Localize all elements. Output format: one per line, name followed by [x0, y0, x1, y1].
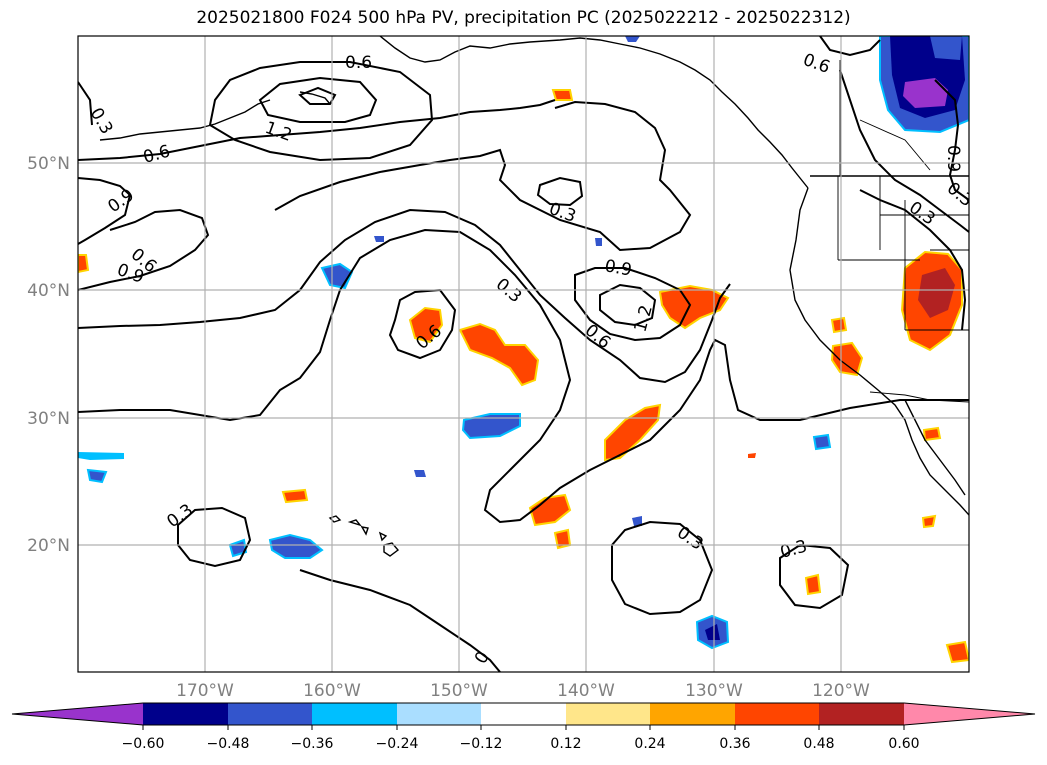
contour-north-0.6: [78, 99, 556, 161]
colorbar: −0.60 −0.48 −0.36 −0.24 −0.12 0.12 0.24 …: [11, 702, 1036, 752]
colorbar-segment: [481, 703, 566, 725]
colorbar-tick-label: −0.48: [207, 736, 250, 752]
colorbar-right-extend: [904, 703, 1035, 725]
lon-label-160w: 160°W: [303, 681, 361, 701]
na-west-coast: [789, 187, 969, 516]
shade-central-3: [458, 322, 540, 387]
contour-alaska-low: [208, 61, 434, 162]
lon-label-150w: 150°W: [430, 681, 488, 701]
lat-labels: 50°N 40°N 30°N 20°N: [27, 154, 70, 556]
alaska-coast: [379, 36, 809, 189]
contour-label: 0.9: [603, 256, 633, 280]
colorbar-tick-label: −0.36: [291, 736, 334, 752]
colorbar-tick-label: 0.60: [888, 736, 919, 752]
colorbar-tick-label: 0.24: [634, 736, 665, 752]
contour-se-0.3b: [779, 543, 850, 610]
map-title: 2025021800 F024 500 hPa PV, precipitatio…: [196, 8, 851, 28]
precip-shading: [78, 36, 969, 664]
lat-label-40n: 40°N: [27, 281, 70, 301]
contour-mid-0.6: [78, 208, 731, 384]
colorbar-tick-label: 0.36: [719, 736, 750, 752]
colorbar-segment: [819, 703, 904, 725]
colorbar-tick-label: 0.12: [550, 736, 581, 752]
lat-label-50n: 50°N: [27, 154, 70, 174]
colorbar-segment: [143, 703, 228, 725]
shade-blue-2: [268, 533, 324, 559]
lat-label-30n: 30°N: [27, 409, 70, 429]
lon-label-120w: 120°W: [812, 681, 870, 701]
colorbar-tick-label: −0.12: [460, 736, 503, 752]
lon-labels: 170°W 160°W 150°W 140°W 130°W 120°W: [176, 681, 870, 701]
shade-central-4: [408, 306, 444, 344]
lat-label-20n: 20°N: [27, 536, 70, 556]
colorbar-tick-label: −0.24: [376, 736, 419, 752]
map-frame: [77, 35, 970, 673]
colorbar-tick-label: 0.48: [803, 736, 834, 752]
contour-0.3-top: [274, 100, 692, 252]
lon-label-130w: 130°W: [685, 681, 743, 701]
lon-label-140w: 140°W: [557, 681, 615, 701]
contour-label: 0.6: [345, 53, 372, 73]
colorbar-segment: [735, 703, 819, 725]
contour-north-0.9: [78, 177, 132, 245]
shade-central-1: [658, 284, 730, 330]
contour-east-0.6: [819, 36, 881, 57]
contour-east-0.3: [859, 189, 967, 331]
aleutians: [99, 99, 271, 141]
coastlines: [99, 36, 969, 557]
colorbar-segment: [397, 703, 481, 725]
contour-se-0.3: [611, 520, 714, 616]
shade-blue-1: [461, 413, 521, 440]
contour-alaska-inner: [258, 76, 378, 123]
colorbar-tick-label: −0.60: [122, 736, 165, 752]
colorbar-segment: [650, 703, 735, 725]
contour-sw-0.3: [177, 506, 252, 568]
hawaii-islands: [328, 515, 400, 557]
contour-label: 0.9: [943, 145, 963, 172]
gridlines: [78, 36, 969, 672]
colorbar-segment: [228, 703, 312, 725]
colorbar-left-extend: [12, 703, 143, 725]
contour-0.3-big: [78, 228, 969, 524]
contour-mid-0.6-east: [388, 288, 457, 360]
contour-1.2-center: [574, 267, 692, 342]
pv-contours: [78, 36, 969, 672]
colorbar-segment: [312, 703, 397, 725]
lon-label-170w: 170°W: [176, 681, 234, 701]
shade-ne-purple: [903, 78, 948, 108]
contour-south-0: [299, 569, 501, 672]
colorbar-segment: [566, 703, 650, 725]
